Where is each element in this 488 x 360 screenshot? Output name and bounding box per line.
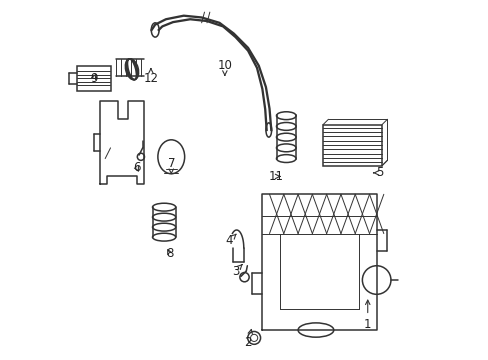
Text: 2: 2 bbox=[244, 329, 252, 349]
Text: 8: 8 bbox=[165, 247, 173, 260]
Text: 5: 5 bbox=[373, 166, 383, 179]
Text: 7: 7 bbox=[167, 157, 175, 174]
Text: 6: 6 bbox=[133, 161, 140, 174]
Text: 4: 4 bbox=[225, 234, 236, 247]
Text: 11: 11 bbox=[268, 170, 284, 183]
Text: 9: 9 bbox=[90, 72, 97, 85]
Text: 12: 12 bbox=[143, 68, 158, 85]
Text: 3: 3 bbox=[231, 265, 242, 278]
Text: 1: 1 bbox=[363, 300, 371, 331]
Text: 10: 10 bbox=[217, 59, 232, 75]
